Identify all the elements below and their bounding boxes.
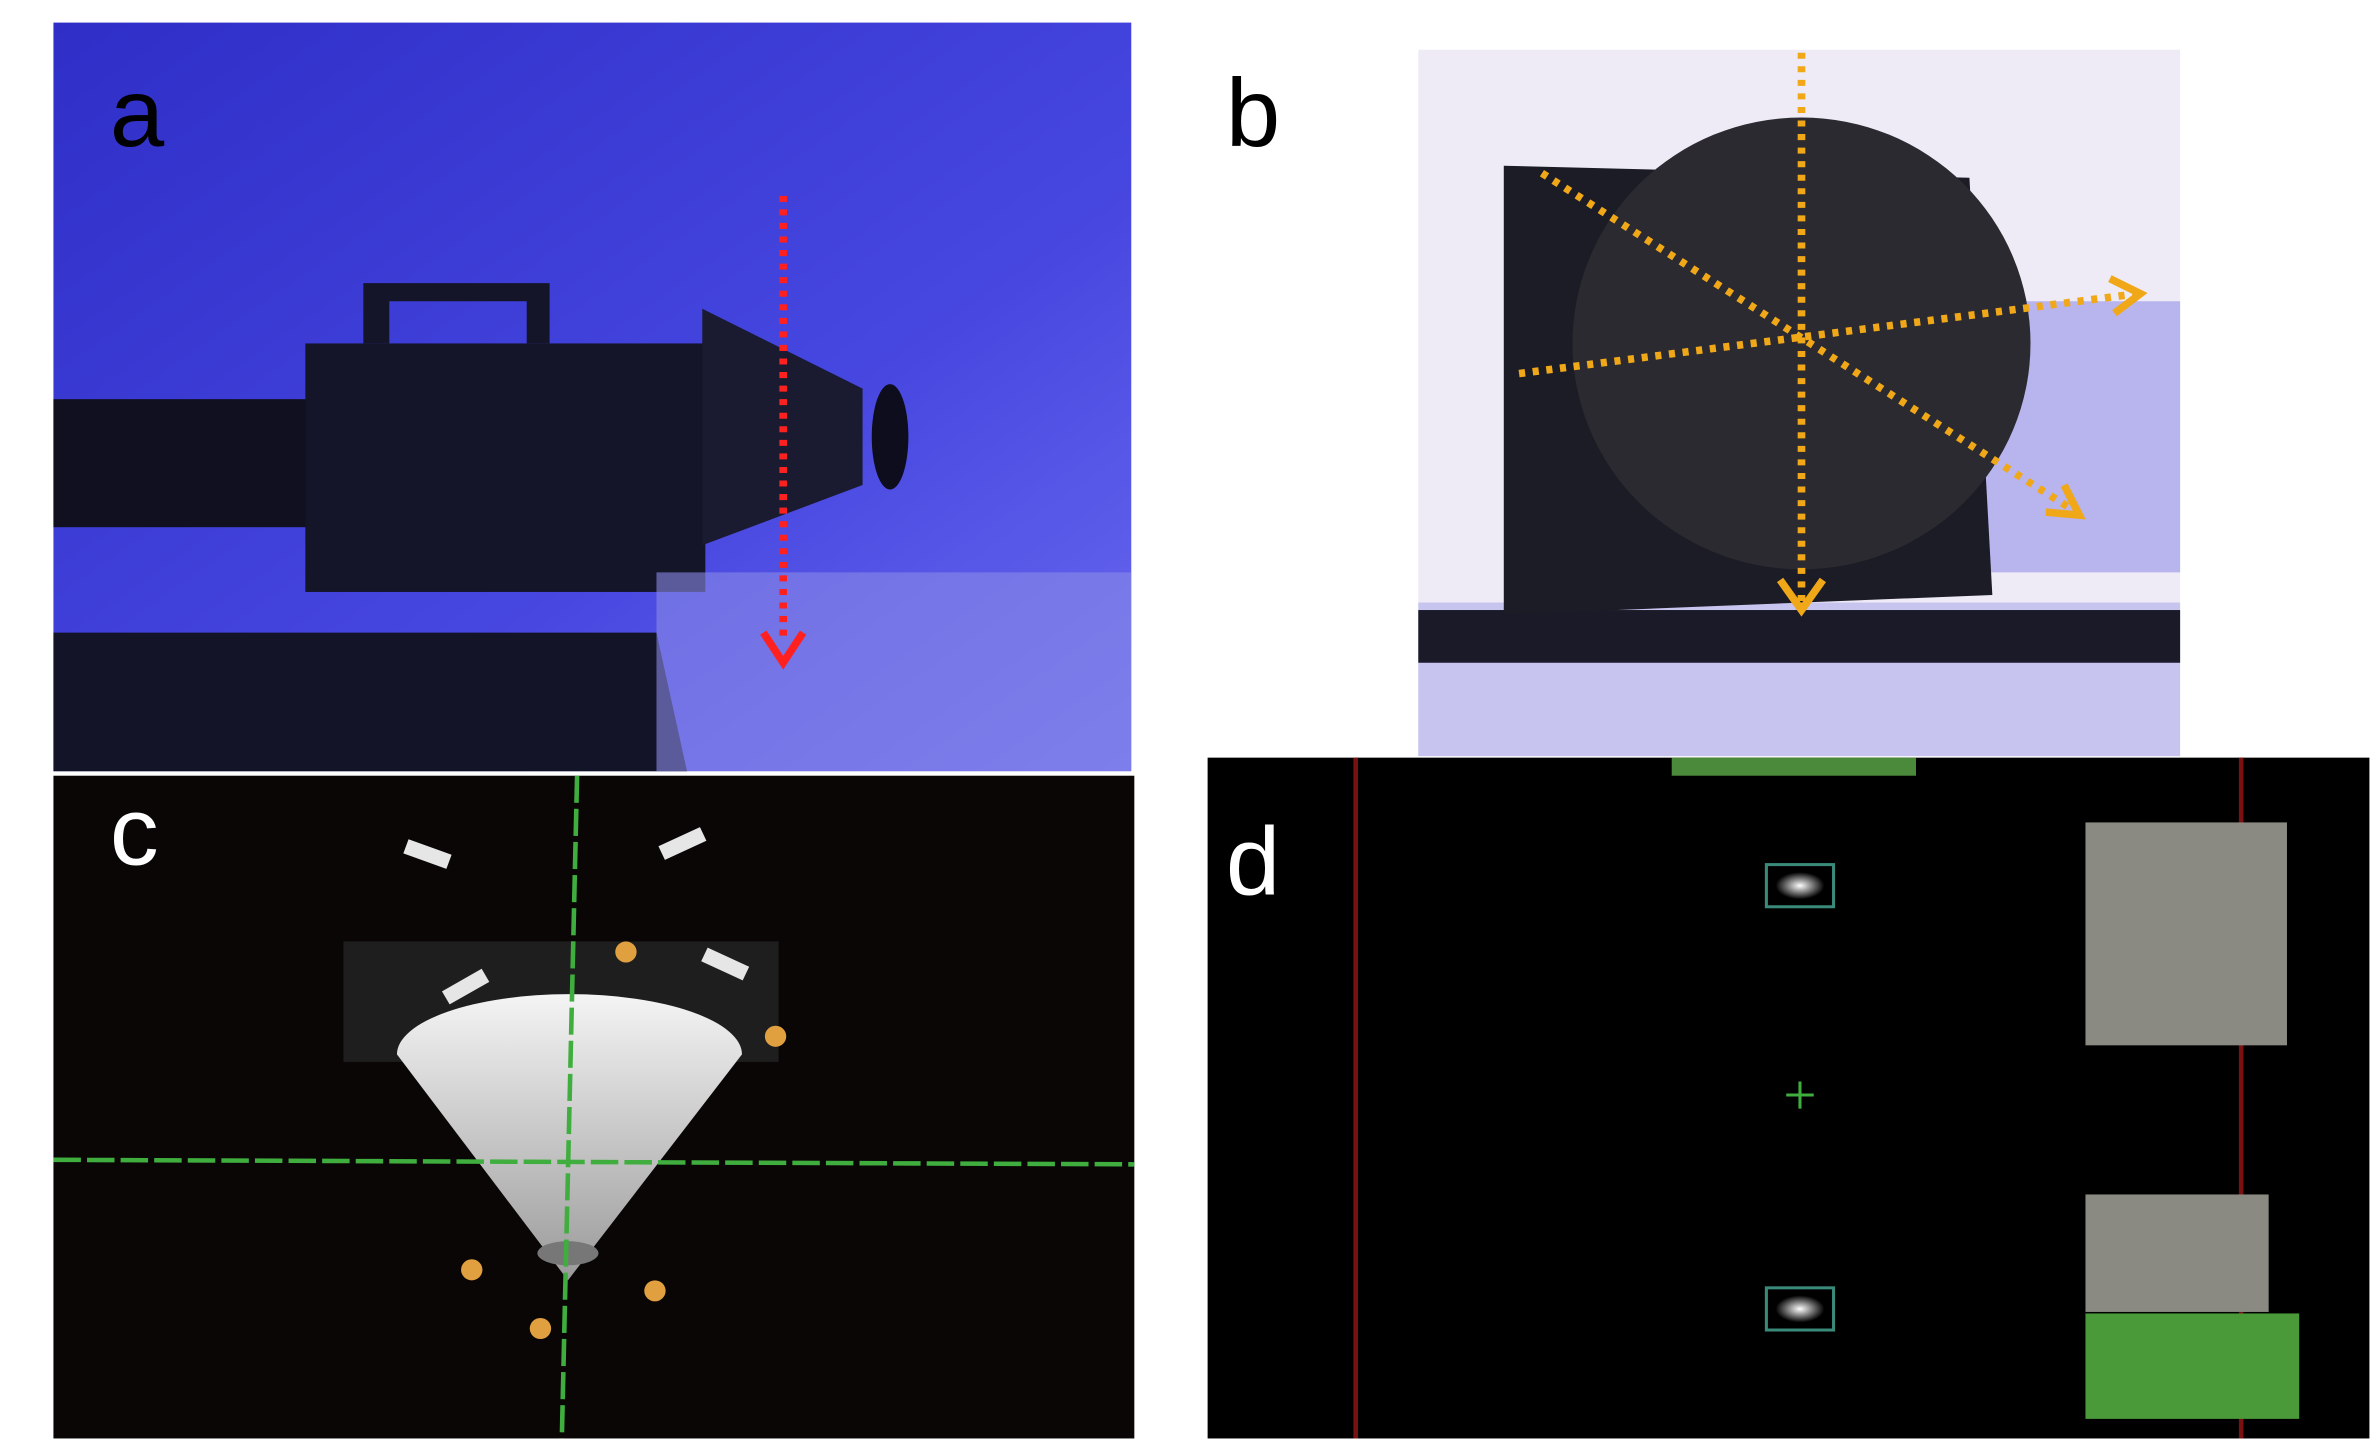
cap — [871, 384, 909, 490]
beam-spot-box — [1764, 1286, 1836, 1332]
panel-a: a — [53, 22, 1132, 772]
arrowheads — [1776, 275, 2148, 617]
top-bar — [1671, 757, 1916, 776]
arrowhead — [760, 630, 807, 670]
panel-b: b — [1226, 49, 2181, 757]
markers-orange — [461, 941, 787, 1340]
arm — [53, 399, 329, 528]
beam-spot — [1775, 872, 1825, 900]
beam-spot-box — [1764, 863, 1836, 909]
device-body — [305, 343, 706, 592]
readout-box — [2085, 1194, 2269, 1312]
panel-c: c — [53, 775, 1135, 1439]
markers-white — [403, 827, 750, 1005]
crosshair-horizontal — [53, 1157, 1135, 1167]
center-cross — [1786, 1081, 1814, 1109]
cone — [396, 994, 742, 1281]
panel-label: a — [110, 59, 164, 167]
panel-label: c — [110, 777, 159, 885]
panel-label: d — [1226, 807, 1280, 915]
axis-arrows — [1518, 52, 2138, 603]
table — [1418, 610, 2181, 663]
handle — [363, 283, 550, 344]
status-box — [2085, 1313, 2300, 1419]
panel-d: d — [1207, 757, 2370, 1439]
panel-label: b — [1226, 59, 1280, 167]
beam-spot — [1775, 1295, 1825, 1323]
table — [53, 632, 688, 772]
crosshair-vertical — [559, 775, 580, 1439]
stand — [656, 572, 1132, 772]
readout-box — [2085, 822, 2287, 1046]
